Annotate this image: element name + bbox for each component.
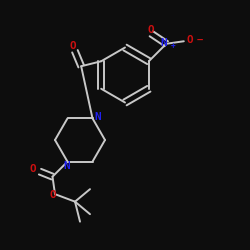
Text: O: O xyxy=(148,25,155,35)
Text: +: + xyxy=(170,41,175,50)
Text: N: N xyxy=(63,161,70,171)
Text: −: − xyxy=(197,35,203,45)
Text: N: N xyxy=(160,38,167,48)
Text: N: N xyxy=(94,112,102,122)
Text: O: O xyxy=(187,35,194,45)
Text: O: O xyxy=(69,41,76,51)
Text: O: O xyxy=(49,190,56,200)
Text: O: O xyxy=(29,164,36,174)
